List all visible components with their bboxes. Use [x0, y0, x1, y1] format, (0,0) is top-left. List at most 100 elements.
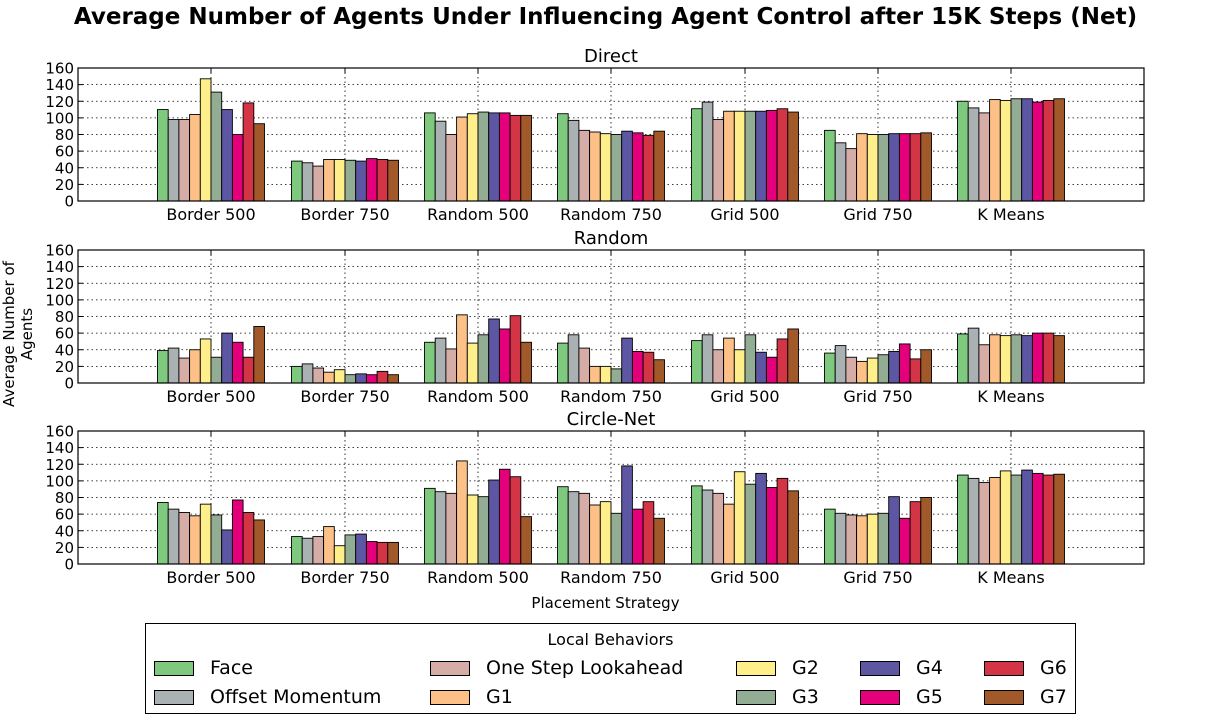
y-tick-label: 0	[64, 193, 74, 211]
bar	[845, 514, 858, 565]
bar	[642, 351, 655, 384]
bar	[333, 545, 346, 565]
bar	[866, 134, 879, 202]
legend-label: One Step Lookahead	[486, 657, 684, 679]
bar	[221, 332, 233, 384]
bar	[231, 341, 244, 384]
y-tick-label: 40	[55, 159, 74, 177]
bar	[765, 109, 778, 202]
x-tick-label: Border 750	[300, 568, 389, 587]
bar	[387, 541, 399, 565]
legend-entry: G1	[430, 686, 513, 708]
bar	[167, 347, 180, 384]
bar	[509, 476, 522, 565]
bar	[653, 359, 665, 384]
bar	[157, 502, 169, 565]
bar	[1021, 98, 1033, 202]
bar	[355, 533, 367, 565]
bar	[231, 134, 244, 202]
bar	[312, 367, 325, 384]
bar	[498, 112, 511, 202]
bar	[376, 370, 389, 384]
legend-label: G5	[916, 686, 943, 708]
bar	[877, 512, 890, 565]
legend-label: G6	[1040, 657, 1067, 679]
bar	[957, 333, 969, 384]
bar	[199, 338, 212, 384]
y-tick-label: 140	[45, 439, 74, 457]
bar	[999, 470, 1012, 565]
legend-label: G7	[1040, 686, 1067, 708]
bar	[733, 110, 746, 202]
bar	[653, 130, 665, 202]
x-tick-label: Random 750	[560, 568, 662, 587]
bar	[376, 541, 389, 565]
bar	[610, 512, 623, 565]
y-tick-label: 80	[55, 489, 74, 507]
legend-swatch	[154, 689, 194, 705]
y-tick-label: 100	[45, 109, 74, 127]
bar	[242, 356, 255, 384]
bar	[520, 341, 532, 384]
bar	[712, 119, 725, 202]
x-tick-label: Border 500	[166, 387, 255, 406]
bar	[578, 129, 591, 202]
x-tick-label: Grid 500	[710, 568, 779, 587]
y-tick-label: 60	[55, 506, 74, 524]
bar	[787, 111, 799, 202]
y-tick-label: 140	[45, 76, 74, 94]
bar	[242, 512, 255, 565]
bar	[723, 110, 735, 202]
bar	[557, 486, 569, 565]
bar	[387, 374, 399, 384]
bar	[1031, 472, 1044, 565]
bar	[920, 349, 932, 384]
legend-label: Offset Momentum	[210, 686, 382, 708]
bar	[631, 350, 644, 384]
x-tick-label: Random 750	[560, 387, 662, 406]
y-tick-label: 100	[45, 291, 74, 309]
legend-swatch	[860, 660, 900, 676]
bar	[253, 123, 265, 202]
legend-swatch	[860, 689, 900, 705]
legend-label: Face	[210, 657, 253, 679]
legend-entry: G3	[736, 686, 819, 708]
bar	[178, 119, 191, 202]
bar	[989, 99, 1001, 202]
legend-swatch	[430, 689, 470, 705]
x-tick-label: K Means	[977, 387, 1045, 406]
figure-title: Average Number of Agents Under Influenci…	[73, 4, 1138, 30]
bar	[434, 120, 447, 202]
legend-swatch	[984, 689, 1024, 705]
bar	[424, 487, 436, 565]
bar	[189, 515, 201, 565]
bar	[189, 349, 201, 384]
bar	[333, 369, 346, 384]
y-tick-label: 120	[45, 275, 74, 293]
bar	[920, 497, 932, 565]
bar	[691, 108, 703, 202]
bar	[599, 501, 612, 565]
bar	[589, 131, 601, 202]
bar	[557, 113, 569, 202]
bar	[631, 132, 644, 202]
bar	[691, 485, 703, 565]
bar	[445, 348, 458, 384]
y-tick-label: 160	[45, 60, 74, 78]
bar	[610, 134, 623, 202]
bar	[989, 334, 1001, 384]
bar	[157, 350, 169, 384]
y-tick-label: 20	[55, 176, 74, 194]
x-tick-label: Grid 750	[843, 568, 912, 587]
bar	[1053, 473, 1065, 565]
x-tick-label: Random 500	[427, 205, 529, 224]
bar	[765, 487, 778, 565]
bar	[445, 134, 458, 202]
bar	[520, 516, 532, 565]
y-tick-label: 140	[45, 258, 74, 276]
x-tick-label: K Means	[977, 568, 1045, 587]
bar	[424, 341, 436, 384]
bar	[466, 342, 479, 384]
bar	[567, 334, 580, 384]
x-tick-label: Border 750	[300, 387, 389, 406]
